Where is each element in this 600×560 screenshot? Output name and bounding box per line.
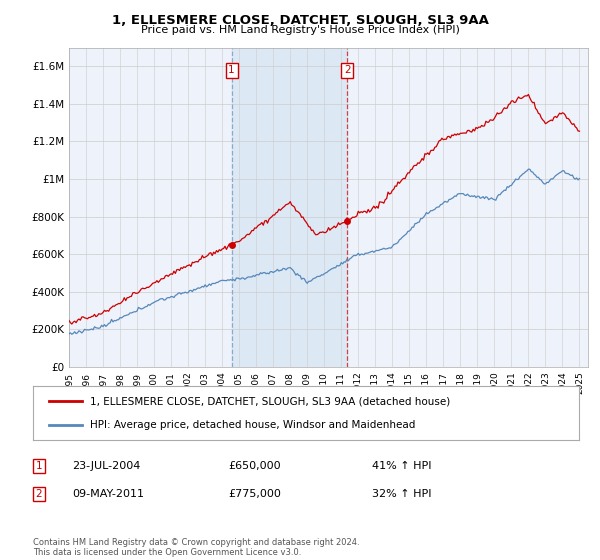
Text: 2: 2 [35,489,43,499]
Text: Contains HM Land Registry data © Crown copyright and database right 2024.
This d: Contains HM Land Registry data © Crown c… [33,538,359,557]
Text: 41% ↑ HPI: 41% ↑ HPI [372,461,431,471]
Text: 1, ELLESMERE CLOSE, DATCHET, SLOUGH, SL3 9AA: 1, ELLESMERE CLOSE, DATCHET, SLOUGH, SL3… [112,14,488,27]
Text: £775,000: £775,000 [228,489,281,499]
Text: 09-MAY-2011: 09-MAY-2011 [72,489,144,499]
Text: £650,000: £650,000 [228,461,281,471]
Text: Price paid vs. HM Land Registry's House Price Index (HPI): Price paid vs. HM Land Registry's House … [140,25,460,35]
Bar [232,48,347,367]
Text: 23-JUL-2004: 23-JUL-2004 [72,461,140,471]
Text: 1: 1 [35,461,43,471]
Text: 32% ↑ HPI: 32% ↑ HPI [372,489,431,499]
Text: 2: 2 [344,65,351,75]
Text: HPI: Average price, detached house, Windsor and Maidenhead: HPI: Average price, detached house, Wind… [91,419,416,430]
Text: 1, ELLESMERE CLOSE, DATCHET, SLOUGH, SL3 9AA (detached house): 1, ELLESMERE CLOSE, DATCHET, SLOUGH, SL3… [91,396,451,407]
Text: 1: 1 [228,65,235,75]
